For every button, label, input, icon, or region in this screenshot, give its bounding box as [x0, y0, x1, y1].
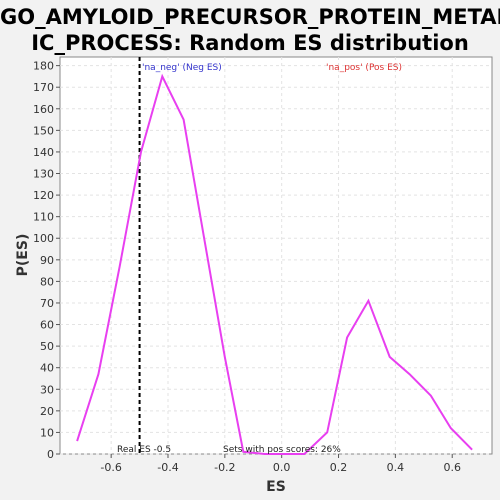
y-tick-label: 0	[47, 448, 54, 461]
y-tick-label: 30	[40, 383, 54, 396]
real-es-label: Real ES -0.5	[117, 445, 171, 455]
y-tick-label: 40	[40, 362, 54, 375]
x-tick-label: 0.2	[330, 461, 348, 474]
y-tick-label: 80	[40, 275, 54, 288]
y-tick-label: 140	[33, 146, 54, 159]
y-tick-label: 100	[33, 232, 54, 245]
x-tick-label: 0.4	[387, 461, 405, 474]
grid-lines	[60, 57, 492, 455]
y-tick-label: 60	[40, 319, 54, 332]
y-tick-label: 50	[40, 340, 54, 353]
x-tick-label: -0.6	[100, 461, 121, 474]
y-tick-label: 70	[40, 297, 54, 310]
x-tick-label: -0.2	[214, 461, 235, 474]
y-tick-label: 180	[33, 60, 54, 73]
y-axis-label: P(ES)	[15, 234, 31, 277]
chart-title-line-1: GO_AMYLOID_PRECURSOR_PROTEIN_METABOL	[0, 5, 500, 29]
y-tick-label: 160	[33, 103, 54, 116]
y-tick-label: 110	[33, 211, 54, 224]
y-tick-label: 170	[33, 81, 54, 94]
y-tick-label: 130	[33, 168, 54, 181]
y-axis-ticks: 0 10 20 30 40 50 60 70 80 90 100 110 120 130 140 150 160…	[33, 60, 60, 461]
x-tick-label: 0.0	[273, 461, 291, 474]
y-tick-label: 90	[40, 254, 54, 267]
sets-pos-label: Sets with pos scores: 26%	[223, 445, 341, 455]
x-tick-label: -0.4	[157, 461, 178, 474]
y-tick-label: 10	[40, 426, 54, 439]
y-tick-label: 150	[33, 124, 54, 137]
x-tick-label: 0.6	[443, 461, 461, 474]
series-line	[76, 73, 473, 455]
y-tick-label: 120	[33, 189, 54, 202]
chart-title: GO_AMYLOID_PRECURSOR_PROTEIN_METABOL IC_…	[0, 4, 500, 56]
y-tick-label: 20	[40, 405, 54, 418]
x-axis-ticks: -0.6 -0.4 -0.2 0.0 0.2 0.4 0.6	[100, 454, 461, 474]
neg-es-label: 'na_neg' (Neg ES)	[142, 63, 222, 73]
plot-area	[59, 56, 493, 455]
chart-title-line-2: IC_PROCESS: Random ES distribution	[31, 31, 469, 55]
x-axis-label: ES	[266, 479, 286, 495]
pos-es-label: 'na_pos' (Pos ES)	[326, 63, 402, 73]
